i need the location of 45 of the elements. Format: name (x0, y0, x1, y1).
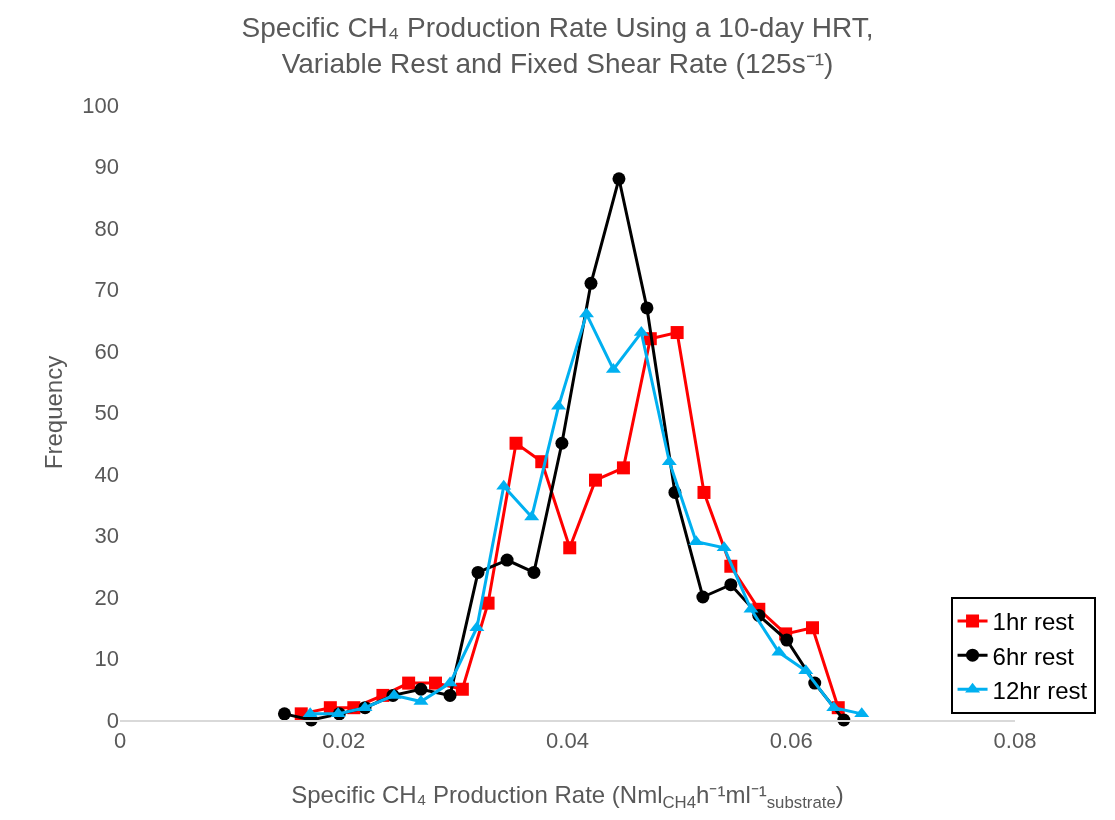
chart-title: Specific CH₄ Production Rate Using a 10-day HRT, Variable Rest and Fixed Shear Rate (125s⁻¹) (241, 11, 874, 80)
x-axis-title: Specific CH₄ Production Rate (Nml$_{CH4}$h⁻¹ml⁻¹$_{substrate}$) (291, 781, 844, 813)
point (697, 485, 711, 499)
point (277, 707, 291, 721)
legend-label: 6hr rest (992, 642, 1075, 670)
y-tick-label: 60 (94, 338, 119, 364)
y-tick-label: 10 (94, 646, 119, 672)
point (588, 473, 602, 487)
y-tick-label: 40 (94, 461, 119, 487)
legend-label: 1hr rest (992, 608, 1075, 636)
point (612, 172, 626, 186)
point (616, 461, 630, 475)
point (724, 578, 738, 592)
point (555, 436, 569, 450)
point (806, 621, 820, 635)
point (500, 553, 514, 567)
y-tick-label: 20 (94, 584, 119, 610)
point (584, 276, 598, 290)
point (402, 676, 416, 690)
x-tick-label: 0.06 (769, 728, 813, 754)
point (471, 565, 485, 579)
x-tick-label: 0.04 (546, 728, 589, 754)
y-tick-label: 90 (94, 154, 119, 180)
point (527, 565, 541, 579)
point (563, 541, 577, 555)
y-axis-title: Frequency (40, 355, 67, 470)
point (443, 688, 457, 702)
point (455, 682, 469, 696)
y-tick-label: 80 (94, 215, 119, 241)
y-tick-label: 0 (106, 707, 119, 733)
x-tick-label: 0.08 (993, 728, 1037, 754)
point (481, 596, 495, 610)
y-tick-label: 50 (94, 400, 119, 426)
x-tick-label: 0.02 (322, 728, 366, 754)
point (428, 676, 442, 690)
point (640, 301, 654, 315)
y-tick-label: 70 (94, 277, 119, 303)
y-tick-label: 30 (94, 523, 119, 549)
point (509, 436, 523, 450)
point (780, 633, 794, 647)
point (414, 682, 428, 696)
legend-label: 12hr rest (992, 676, 1088, 704)
y-tick-label: 100 (82, 92, 119, 118)
point (670, 326, 684, 340)
point (696, 590, 710, 604)
